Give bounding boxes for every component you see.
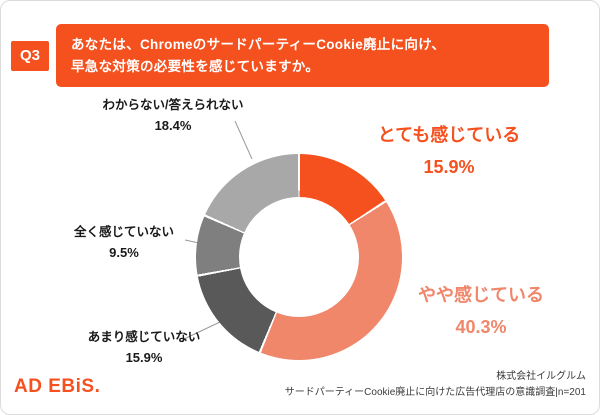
source-company: 株式会社イルグルム: [496, 371, 586, 382]
donut-chart: [196, 154, 402, 360]
segment-value: 9.5%: [109, 244, 139, 260]
question-header: Q3 あなたは、ChromeのサードパーティーCookie廃止に向け、 早急な対…: [11, 24, 549, 88]
segment-value: 40.3%: [455, 316, 507, 337]
segment-label: わからない/答えられない: [102, 98, 244, 112]
question-text-line2: 早急な対策の必要性を感じていますか。: [71, 58, 320, 74]
adebis-logo: AD EBiS.: [14, 376, 101, 397]
segment-label: あまり感じていない: [87, 330, 201, 344]
segment-callout-dont-know: わからない/答えられない 18.4%: [89, 98, 257, 134]
question-number-badge: Q3: [11, 40, 49, 71]
segment-callout-not-at-all: 全く感じていない 9.5%: [63, 225, 185, 261]
question-box: あなたは、ChromeのサードパーティーCookie廃止に向け、 早急な対策の必…: [56, 24, 549, 88]
source-credit: 株式会社イルグルム サードパーティーCookie廃止に向けた広告代理店の意識調査…: [285, 369, 586, 401]
segment-label: やや感じている: [418, 285, 544, 305]
segment-callout-somewhat-feel: やや感じている 40.3%: [393, 285, 569, 338]
segment-callout-strongly-feel: とても感じている 15.9%: [363, 125, 535, 178]
question-text-line1: あなたは、ChromeのサードパーティーCookie廃止に向け、: [71, 37, 446, 52]
source-survey-title: サードパーティーCookie廃止に向けた広告代理店の意識調査|n=201: [284, 387, 586, 398]
segment-callout-not-much: あまり感じていない 15.9%: [79, 330, 209, 366]
segment-value: 15.9%: [125, 349, 163, 365]
donut-hole: [239, 197, 359, 317]
segment-value: 15.9%: [423, 156, 475, 177]
segment-value: 18.4%: [154, 117, 192, 133]
segment-label: とても感じている: [377, 125, 521, 145]
segment-label: 全く感じていない: [73, 225, 174, 239]
